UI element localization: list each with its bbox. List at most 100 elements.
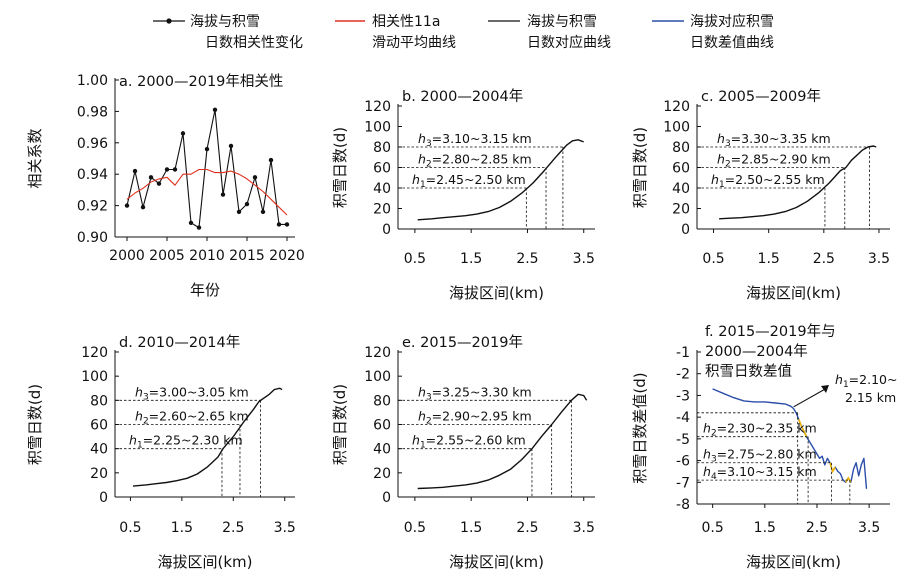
chart-panel-b: 0 20 40 60 80 100 120 0.5 1.5 2.5 3.5 积雪日数(d) 海拔区间(k… bbox=[331, 88, 595, 302]
annotation-label: h3=3.10~3.15 km bbox=[418, 131, 532, 149]
panel-title-line: f. 2015—2019年与 bbox=[705, 323, 836, 340]
y-tick-label: 60 bbox=[90, 418, 108, 434]
highlight-segment bbox=[797, 419, 808, 438]
data-point bbox=[220, 192, 226, 197]
data-point bbox=[212, 107, 218, 113]
legend-label-correlation-line1: 海拔与积雪 bbox=[190, 14, 260, 30]
y-tick-label: 60 bbox=[373, 161, 391, 177]
x-tick-label: 2000 bbox=[109, 248, 145, 264]
y-tick-label: -8 bbox=[676, 497, 690, 513]
y-tick-label: 20 bbox=[373, 202, 391, 218]
panel-title: d. 2010—2014年 bbox=[119, 334, 240, 351]
y-axis-title: 相关系数 bbox=[26, 128, 44, 188]
annotation-label: h1=2.10~ bbox=[835, 372, 897, 390]
chart-panel-a: 0.90 0.92 0.94 0.96 0.98 1.00 2000 2005 2010 2015… bbox=[26, 73, 305, 299]
legend-label-correlation-line2: 日数相关性变化 bbox=[205, 35, 303, 51]
y-tick-label: 0.96 bbox=[77, 136, 108, 152]
chart-panel-e: 0 20 40 60 80 100 120 0.5 1.5 2.5 3.5 积雪日数(d) 海拔区间(k… bbox=[331, 334, 595, 571]
data-point bbox=[156, 181, 162, 186]
y-tick-label: 80 bbox=[672, 140, 690, 156]
data-point bbox=[204, 146, 210, 152]
data-point bbox=[188, 220, 194, 226]
x-tick-label: 1.5 bbox=[171, 520, 193, 536]
y-tick-label: 40 bbox=[90, 442, 108, 458]
y-tick-label: 100 bbox=[364, 369, 391, 385]
y-tick-label: 40 bbox=[373, 442, 391, 458]
y-tick-label: -1 bbox=[676, 345, 690, 361]
legend-item-difference-curve: 海拔对应积雪 日数差值曲线 bbox=[652, 13, 774, 51]
x-axis-title: 海拔区间(km) bbox=[746, 553, 841, 571]
panel-title: b. 2000—2004年 bbox=[402, 88, 523, 105]
y-tick-label: 20 bbox=[672, 202, 690, 218]
legend-label-elevation-curve-line2: 日数对应曲线 bbox=[527, 34, 611, 51]
highlight-segment bbox=[829, 462, 836, 474]
x-axis-title: 海拔区间(km) bbox=[449, 284, 544, 302]
x-tick-label: 3.5 bbox=[868, 251, 890, 267]
y-tick-label: 80 bbox=[373, 393, 391, 409]
series-line bbox=[712, 388, 868, 489]
series-line bbox=[417, 139, 584, 221]
annotation-label: h1=2.50~2.55 km bbox=[711, 172, 825, 190]
y-tick-label: 120 bbox=[81, 345, 108, 361]
y-axis-title: 积雪日数(d) bbox=[331, 384, 349, 465]
x-tick-label: 1.5 bbox=[758, 251, 780, 267]
annotation-arrow bbox=[793, 387, 828, 408]
annotation-label: h2=2.60~2.65 km bbox=[135, 409, 249, 427]
series-line bbox=[132, 387, 283, 487]
y-tick-label: -3 bbox=[676, 388, 690, 404]
y-tick-label: 0.90 bbox=[77, 230, 108, 246]
x-tick-label: 0.5 bbox=[119, 520, 141, 536]
x-axis-title: 海拔区间(km) bbox=[157, 553, 252, 571]
y-tick-label: 120 bbox=[364, 99, 391, 115]
x-tick-label: 0.5 bbox=[702, 251, 724, 267]
legend-item-moving-average: 相关性11a 滑动平均曲线 bbox=[335, 14, 456, 51]
data-point bbox=[284, 222, 290, 227]
chart-panel-f: -8 -7 -6 -5 -4 -3 -2 -1 0.5 1.5 2.5 3.5 积雪日数差值(d) 海拔区… bbox=[631, 323, 897, 571]
x-tick-label: 3.5 bbox=[274, 520, 296, 536]
y-tick-label: -6 bbox=[676, 454, 690, 470]
annotation-label: h2=2.30~2.35 km bbox=[703, 421, 817, 439]
x-tick-label: 2015 bbox=[229, 248, 265, 264]
y-tick-label: 20 bbox=[90, 466, 108, 482]
x-tick-label: 1.5 bbox=[754, 520, 776, 536]
data-point bbox=[252, 175, 258, 180]
y-tick-label: 60 bbox=[373, 418, 391, 434]
legend-label-moving-average-line1: 相关性11a bbox=[372, 14, 440, 30]
annotation-label-cont: 2.15 km bbox=[845, 390, 896, 405]
panel-title: e. 2015—2019年 bbox=[402, 334, 523, 351]
x-tick-label: 2020 bbox=[269, 248, 305, 264]
legend-label-difference-curve-line2: 日数差值曲线 bbox=[690, 35, 774, 51]
x-tick-label: 2.5 bbox=[806, 520, 828, 536]
legend-item-correlation: 海拔与积雪 日数相关性变化 bbox=[153, 14, 303, 51]
legend-label-moving-average-line2: 滑动平均曲线 bbox=[372, 34, 456, 51]
y-tick-label: 40 bbox=[373, 181, 391, 197]
series-line bbox=[719, 145, 877, 220]
x-tick-label: 2.5 bbox=[516, 251, 538, 267]
x-tick-label: 2.5 bbox=[516, 520, 538, 536]
x-tick-label: 2010 bbox=[189, 248, 225, 264]
y-tick-label: 80 bbox=[90, 393, 108, 409]
annotation-label: h2=2.90~2.95 km bbox=[418, 409, 532, 427]
data-point bbox=[132, 168, 138, 174]
data-point bbox=[268, 157, 274, 163]
x-tick-label: 2005 bbox=[149, 248, 185, 264]
y-tick-label: 0 bbox=[382, 222, 391, 238]
x-axis-title: 海拔区间(km) bbox=[746, 284, 841, 302]
x-tick-label: 3.5 bbox=[858, 520, 880, 536]
annotation-label: h2=2.80~2.85 km bbox=[418, 152, 532, 170]
panel-title-line: 2000—2004年 bbox=[705, 343, 808, 360]
legend-label-elevation-curve-line1: 海拔与积雪 bbox=[527, 14, 597, 30]
y-tick-label: 1.00 bbox=[77, 73, 108, 89]
data-point bbox=[172, 167, 178, 172]
y-tick-label: -2 bbox=[676, 367, 690, 383]
legend: 海拔与积雪 日数相关性变化 相关性11a 滑动平均曲线 海拔与积雪 日数对应曲线… bbox=[153, 13, 774, 51]
data-point bbox=[140, 204, 146, 210]
legend-marker-correlation bbox=[166, 18, 172, 24]
y-tick-label: 100 bbox=[663, 120, 690, 136]
data-point bbox=[236, 209, 242, 215]
y-tick-label: 0.94 bbox=[77, 167, 108, 183]
annotation-label: h3=3.30~3.35 km bbox=[717, 131, 831, 149]
legend-item-elevation-curve: 海拔与积雪 日数对应曲线 bbox=[488, 14, 611, 51]
x-tick-label: 0.5 bbox=[404, 520, 426, 536]
y-tick-label: 40 bbox=[672, 181, 690, 197]
